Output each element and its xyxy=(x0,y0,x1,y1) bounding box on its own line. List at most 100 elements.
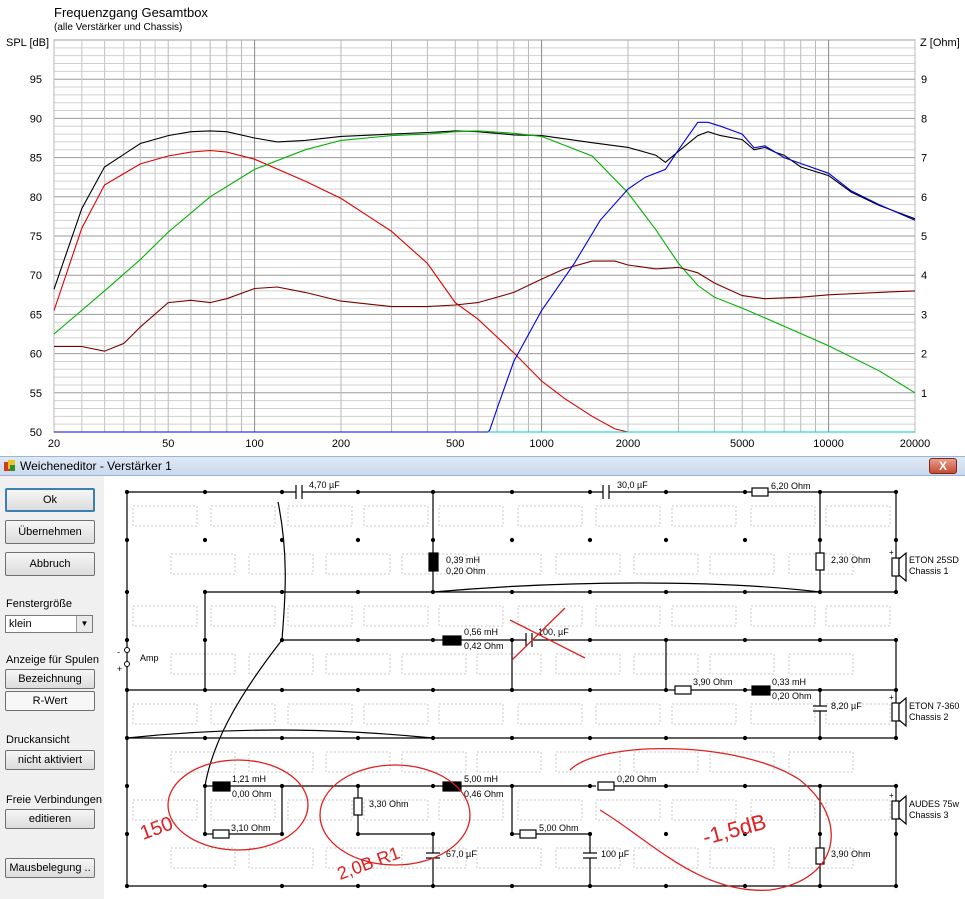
grid-node[interactable] xyxy=(202,831,208,837)
chevron-down-icon[interactable]: ▼ xyxy=(76,616,92,632)
placeholder-slot[interactable] xyxy=(517,505,583,527)
placeholder-slot[interactable] xyxy=(363,605,429,627)
placeholder-slot[interactable] xyxy=(595,605,661,627)
grid-node[interactable] xyxy=(663,537,669,543)
placeholder-slot[interactable] xyxy=(825,799,891,821)
ok-button[interactable]: Ok xyxy=(5,488,95,512)
capacitor-c1[interactable] xyxy=(295,485,303,499)
grid-node[interactable] xyxy=(893,783,899,789)
grid-node[interactable] xyxy=(355,489,361,495)
grid-node[interactable] xyxy=(817,637,823,643)
grid-node[interactable] xyxy=(124,589,130,595)
placeholder-slot[interactable] xyxy=(633,847,699,869)
placeholder-slot[interactable] xyxy=(476,653,542,675)
resistor-0-20[interactable] xyxy=(597,781,615,791)
grid-node[interactable] xyxy=(663,589,669,595)
grid-node[interactable] xyxy=(355,537,361,543)
grid-node[interactable] xyxy=(355,589,361,595)
grid-node[interactable] xyxy=(742,537,748,543)
grid-node[interactable] xyxy=(279,883,285,889)
placeholder-slot[interactable] xyxy=(248,653,314,675)
grid-node[interactable] xyxy=(124,883,130,889)
inductor-l5[interactable] xyxy=(442,781,462,792)
placeholder-slot[interactable] xyxy=(671,505,737,527)
placeholder-slot[interactable] xyxy=(517,799,583,821)
placeholder-slot[interactable] xyxy=(363,703,429,725)
grid-node[interactable] xyxy=(663,489,669,495)
placeholder-slot[interactable] xyxy=(750,605,816,627)
placeholder-slot[interactable] xyxy=(248,751,314,773)
grid-node[interactable] xyxy=(893,637,899,643)
grid-node[interactable] xyxy=(355,783,361,789)
grid-node[interactable] xyxy=(202,589,208,595)
grid-node[interactable] xyxy=(742,637,748,643)
placeholder-slot[interactable] xyxy=(210,799,276,821)
placeholder-slot[interactable] xyxy=(595,703,661,725)
grid-node[interactable] xyxy=(893,735,899,741)
grid-node[interactable] xyxy=(509,637,515,643)
placeholder-slot[interactable] xyxy=(170,847,236,869)
grid-node[interactable] xyxy=(742,687,748,693)
grid-node[interactable] xyxy=(430,883,436,889)
placeholder-slot[interactable] xyxy=(325,653,391,675)
placeholder-slot[interactable] xyxy=(555,653,621,675)
resistor-3-30[interactable] xyxy=(353,797,363,816)
grid-node[interactable] xyxy=(663,735,669,741)
grid-node[interactable] xyxy=(587,783,593,789)
grid-node[interactable] xyxy=(663,831,669,837)
grid-node[interactable] xyxy=(124,687,130,693)
grid-node[interactable] xyxy=(509,489,515,495)
grid-node[interactable] xyxy=(279,783,285,789)
placeholder-slot[interactable] xyxy=(132,703,198,725)
grid-node[interactable] xyxy=(202,687,208,693)
grid-node[interactable] xyxy=(663,783,669,789)
placeholder-slot[interactable] xyxy=(750,799,816,821)
inductor-l1[interactable] xyxy=(428,552,439,572)
grid-node[interactable] xyxy=(817,489,823,495)
placeholder-slot[interactable] xyxy=(401,751,467,773)
placeholder-slot[interactable] xyxy=(555,553,621,575)
grid-node[interactable] xyxy=(509,831,515,837)
grid-node[interactable] xyxy=(279,537,285,543)
grid-node[interactable] xyxy=(202,783,208,789)
inductor-l3[interactable] xyxy=(751,685,771,696)
grid-node[interactable] xyxy=(279,687,285,693)
inductor-l4[interactable] xyxy=(212,781,231,792)
grid-node[interactable] xyxy=(663,687,669,693)
grid-node[interactable] xyxy=(124,783,130,789)
grid-node[interactable] xyxy=(742,783,748,789)
grid-node[interactable] xyxy=(893,883,899,889)
placeholder-slot[interactable] xyxy=(170,553,236,575)
grid-node[interactable] xyxy=(817,735,823,741)
grid-node[interactable] xyxy=(202,883,208,889)
placeholder-slot[interactable] xyxy=(476,553,542,575)
placeholder-slot[interactable] xyxy=(476,751,542,773)
grid-node[interactable] xyxy=(509,687,515,693)
grid-node[interactable] xyxy=(355,735,361,741)
grid-node[interactable] xyxy=(430,637,436,643)
grid-node[interactable] xyxy=(355,637,361,643)
grid-node[interactable] xyxy=(817,783,823,789)
placeholder-slot[interactable] xyxy=(555,751,621,773)
grid-node[interactable] xyxy=(509,735,515,741)
placeholder-slot[interactable] xyxy=(750,703,816,725)
grid-node[interactable] xyxy=(430,687,436,693)
placeholder-slot[interactable] xyxy=(325,553,391,575)
placeholder-slot[interactable] xyxy=(438,703,504,725)
grid-node[interactable] xyxy=(124,831,130,837)
placeholder-slot[interactable] xyxy=(671,799,737,821)
grid-node[interactable] xyxy=(893,831,899,837)
placeholder-slot[interactable] xyxy=(750,505,816,527)
grid-node[interactable] xyxy=(430,831,436,837)
placeholder-slot[interactable] xyxy=(825,505,891,527)
resistor-3-90a[interactable] xyxy=(674,685,692,695)
resistor-5-00[interactable] xyxy=(519,829,537,839)
grid-node[interactable] xyxy=(509,589,515,595)
grid-node[interactable] xyxy=(893,589,899,595)
placeholder-slot[interactable] xyxy=(210,505,276,527)
placeholder-slot[interactable] xyxy=(709,653,775,675)
resistor-2-30[interactable] xyxy=(815,552,825,571)
placeholder-slot[interactable] xyxy=(709,751,775,773)
placeholder-slot[interactable] xyxy=(248,847,314,869)
grid-node[interactable] xyxy=(202,537,208,543)
